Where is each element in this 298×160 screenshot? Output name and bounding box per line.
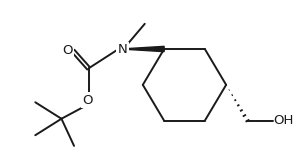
Polygon shape [128, 46, 164, 52]
Text: OH: OH [274, 114, 294, 127]
Text: O: O [62, 44, 72, 57]
Text: N: N [118, 44, 127, 56]
Text: O: O [82, 94, 93, 107]
